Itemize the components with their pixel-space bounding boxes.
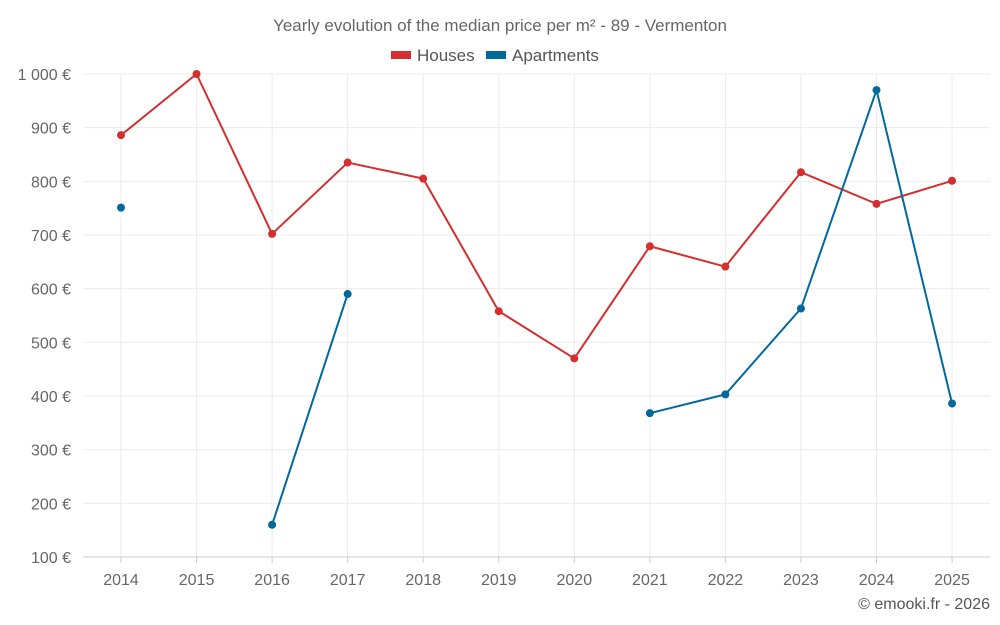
- data-point-apartments[interactable]: [948, 399, 957, 408]
- data-point-houses[interactable]: [419, 174, 428, 183]
- data-point-houses[interactable]: [645, 242, 654, 251]
- y-tick-label: 900 €: [31, 121, 71, 138]
- x-tick-label: 2020: [557, 572, 593, 589]
- legend-label-apartments: Apartments: [512, 46, 599, 65]
- data-point-apartments[interactable]: [645, 409, 654, 418]
- data-point-houses[interactable]: [192, 70, 201, 78]
- legend: Houses Apartments: [391, 46, 599, 65]
- data-point-houses[interactable]: [721, 262, 730, 271]
- y-tick-label: 500 €: [31, 335, 71, 352]
- data-point-houses[interactable]: [494, 307, 503, 316]
- x-tick-label: 2014: [103, 572, 139, 589]
- series-line-apartments: [271, 293, 349, 526]
- y-tick-label: 600 €: [31, 282, 71, 299]
- y-tick-label: 700 €: [31, 228, 71, 245]
- series-apartments: [117, 86, 957, 529]
- series-houses: [117, 70, 957, 363]
- data-point-apartments[interactable]: [268, 520, 277, 529]
- legend-item-apartments[interactable]: Apartments: [486, 46, 599, 65]
- data-point-houses[interactable]: [268, 229, 277, 238]
- data-point-apartments[interactable]: [721, 390, 730, 399]
- x-tick-label: 2024: [859, 572, 895, 589]
- x-tick-label: 2015: [179, 572, 215, 589]
- data-point-houses[interactable]: [796, 168, 805, 177]
- data-point-houses[interactable]: [343, 158, 352, 167]
- y-tick-label: 400 €: [31, 389, 71, 406]
- x-tick-label: 2019: [481, 572, 517, 589]
- series-line-houses: [120, 73, 953, 360]
- y-tick-label: 1 000 €: [18, 67, 71, 84]
- y-tick-label: 300 €: [31, 443, 71, 460]
- legend-swatch-apartments: [486, 51, 506, 59]
- y-tick-label: 100 €: [31, 550, 71, 567]
- credit-text: © emooki.fr - 2026: [858, 596, 990, 613]
- x-tick-label: 2018: [405, 572, 441, 589]
- x-axis: 2014 2015 2016 2017 2018 2019 2020 2021 2022 2023…: [103, 557, 970, 589]
- x-tick-label: 2017: [330, 572, 366, 589]
- data-point-houses[interactable]: [117, 131, 125, 140]
- data-point-apartments[interactable]: [872, 86, 881, 95]
- legend-swatch-houses: [391, 51, 411, 59]
- x-tick-label: 2021: [632, 572, 668, 589]
- legend-label-houses: Houses: [417, 46, 475, 65]
- data-point-houses[interactable]: [570, 354, 579, 363]
- y-tick-label: 200 €: [31, 496, 71, 513]
- x-tick-label: 2022: [708, 572, 744, 589]
- data-point-houses[interactable]: [948, 176, 957, 185]
- series: [117, 70, 957, 529]
- x-tick-label: 2025: [934, 572, 970, 589]
- data-point-apartments[interactable]: [117, 203, 125, 212]
- chart-title: Yearly evolution of the median price per…: [273, 16, 727, 35]
- x-tick-label: 2023: [783, 572, 819, 589]
- x-tick-label: 2016: [254, 572, 290, 589]
- data-point-apartments[interactable]: [796, 304, 805, 313]
- legend-item-houses[interactable]: Houses: [391, 46, 475, 65]
- grid: [83, 73, 990, 557]
- y-tick-label: 800 €: [31, 174, 71, 191]
- data-point-houses[interactable]: [872, 199, 881, 208]
- y-axis: 100 € 200 € 300 € 400 € 500 € 600 € 700 € 800 €…: [18, 67, 71, 567]
- data-point-apartments[interactable]: [343, 290, 352, 299]
